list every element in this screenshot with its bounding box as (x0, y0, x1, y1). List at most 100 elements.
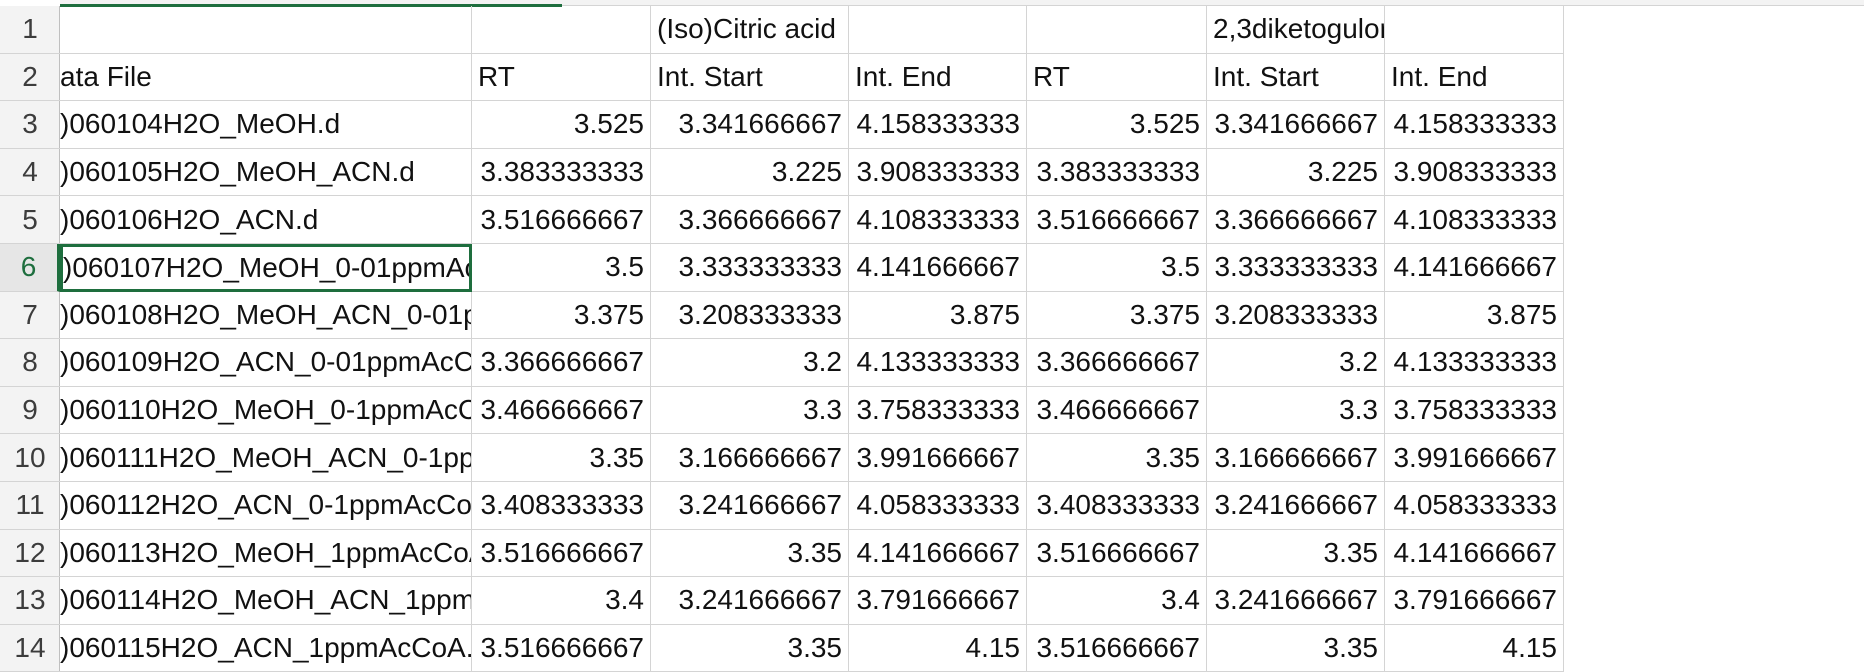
cell-r3-c5[interactable]: 3.525 (1027, 101, 1207, 149)
cell-r4-c5[interactable]: 3.383333333 (1027, 148, 1207, 197)
row-number-7[interactable]: 7 (0, 292, 60, 340)
row-number-11[interactable]: 11 (0, 482, 60, 530)
cell-r12-c7[interactable]: 4.141666667 (1385, 529, 1564, 578)
row-number-12[interactable]: 12 (0, 530, 60, 578)
cell-r5-c4[interactable]: 4.108333333 (849, 196, 1027, 244)
cell-r6-c4[interactable]: 4.141666667 (849, 244, 1027, 292)
cell-r14-c2[interactable]: 3.516666667 (472, 624, 651, 672)
cell-r12-c6[interactable]: 3.35 (1207, 529, 1385, 578)
row-number-13[interactable]: 13 (0, 577, 60, 625)
cell-r13-c7[interactable]: 3.791666667 (1385, 577, 1564, 625)
cell-r11-c6[interactable]: 3.241666667 (1207, 482, 1385, 530)
cell-r9-c6[interactable]: 3.3 (1207, 386, 1385, 435)
cell-r7-c3[interactable]: 3.208333333 (651, 291, 849, 340)
cell-r2-c7[interactable]: Int. End (1385, 53, 1564, 102)
cell-r11-c4[interactable]: 4.058333333 (849, 482, 1027, 530)
cell-r5-c5[interactable]: 3.516666667 (1027, 196, 1207, 244)
cell-r11-c5[interactable]: 3.408333333 (1027, 482, 1207, 530)
cell-r10-c6[interactable]: 3.166666667 (1207, 434, 1385, 482)
cell-r8-c5[interactable]: 3.366666667 (1027, 339, 1207, 387)
cell-r4-c3[interactable]: 3.225 (651, 148, 849, 197)
cell-r14-c6[interactable]: 3.35 (1207, 624, 1385, 672)
cell-r9-c5[interactable]: 3.466666667 (1027, 386, 1207, 435)
cell-r5-c6[interactable]: 3.366666667 (1207, 196, 1385, 244)
cell-r12-c1[interactable]: )060113H2O_MeOH_1ppmAcCoA (60, 529, 472, 578)
cell-r9-c4[interactable]: 3.758333333 (849, 386, 1027, 435)
cell-r5-c7[interactable]: 4.108333333 (1385, 196, 1564, 244)
cell-r8-c2[interactable]: 3.366666667 (472, 339, 651, 387)
cell-r7-c5[interactable]: 3.375 (1027, 291, 1207, 340)
row-number-2[interactable]: 2 (0, 54, 60, 102)
cell-r1-c6[interactable]: 2,3diketogulor (1207, 6, 1385, 54)
cell-r5-c1[interactable]: )060106H2O_ACN.d (60, 196, 472, 244)
cell-r5-c2[interactable]: 3.516666667 (472, 196, 651, 244)
cell-r8-c7[interactable]: 4.133333333 (1385, 339, 1564, 387)
cell-r2-c5[interactable]: RT (1027, 53, 1207, 102)
cell-r13-c4[interactable]: 3.791666667 (849, 577, 1027, 625)
cell-r6-c5[interactable]: 3.5 (1027, 244, 1207, 292)
cell-r11-c3[interactable]: 3.241666667 (651, 482, 849, 530)
cell-r4-c1[interactable]: )060105H2O_MeOH_ACN.d (60, 148, 472, 197)
cell-r13-c2[interactable]: 3.4 (472, 577, 651, 625)
cell-r3-c4[interactable]: 4.158333333 (849, 101, 1027, 149)
cell-r1-c5[interactable] (1027, 6, 1207, 54)
cell-r3-c7[interactable]: 4.158333333 (1385, 101, 1564, 149)
cell-r7-c6[interactable]: 3.208333333 (1207, 291, 1385, 340)
row-number-10[interactable]: 10 (0, 434, 60, 482)
cell-r9-c3[interactable]: 3.3 (651, 386, 849, 435)
cell-r10-c2[interactable]: 3.35 (472, 434, 651, 482)
cell-r12-c5[interactable]: 3.516666667 (1027, 529, 1207, 578)
cell-r11-c7[interactable]: 4.058333333 (1385, 482, 1564, 530)
cell-r10-c3[interactable]: 3.166666667 (651, 434, 849, 482)
cell-r1-c4[interactable] (849, 6, 1027, 54)
cell-r8-c4[interactable]: 4.133333333 (849, 339, 1027, 387)
cell-r3-c6[interactable]: 3.341666667 (1207, 101, 1385, 149)
cell-r12-c3[interactable]: 3.35 (651, 529, 849, 578)
cell-r10-c4[interactable]: 3.991666667 (849, 434, 1027, 482)
cell-r1-c2[interactable] (472, 6, 651, 54)
cell-r4-c2[interactable]: 3.383333333 (472, 148, 651, 197)
cell-r13-c6[interactable]: 3.241666667 (1207, 577, 1385, 625)
cell-r14-c7[interactable]: 4.15 (1385, 624, 1564, 672)
cell-r7-c2[interactable]: 3.375 (472, 291, 651, 340)
row-number-4[interactable]: 4 (0, 149, 60, 197)
cell-r9-c2[interactable]: 3.466666667 (472, 386, 651, 435)
cell-r6-c1[interactable]: )060107H2O_MeOH_0-01ppmAc( (60, 244, 472, 292)
cell-r6-c2[interactable]: 3.5 (472, 244, 651, 292)
row-number-14[interactable]: 14 (0, 625, 60, 672)
cell-r10-c7[interactable]: 3.991666667 (1385, 434, 1564, 482)
cell-r14-c3[interactable]: 3.35 (651, 624, 849, 672)
cell-r7-c1[interactable]: )060108H2O_MeOH_ACN_0-01pp (60, 291, 472, 340)
cell-r1-c1[interactable] (60, 6, 472, 54)
cell-r2-c6[interactable]: Int. Start (1207, 53, 1385, 102)
cell-r2-c3[interactable]: Int. Start (651, 53, 849, 102)
row-number-1[interactable]: 1 (0, 6, 60, 54)
row-number-8[interactable]: 8 (0, 339, 60, 387)
cell-r8-c3[interactable]: 3.2 (651, 339, 849, 387)
cell-r3-c1[interactable]: )060104H2O_MeOH.d (60, 101, 472, 149)
cell-r5-c3[interactable]: 3.366666667 (651, 196, 849, 244)
cell-r14-c4[interactable]: 4.15 (849, 624, 1027, 672)
cell-r12-c4[interactable]: 4.141666667 (849, 529, 1027, 578)
cell-r13-c5[interactable]: 3.4 (1027, 577, 1207, 625)
row-number-5[interactable]: 5 (0, 196, 60, 244)
cell-r2-c4[interactable]: Int. End (849, 53, 1027, 102)
cell-r8-c1[interactable]: )060109H2O_ACN_0-01ppmAcCo/ (60, 339, 472, 387)
cell-r13-c1[interactable]: )060114H2O_MeOH_ACN_1ppmA (60, 577, 472, 625)
cell-r10-c5[interactable]: 3.35 (1027, 434, 1207, 482)
cell-r14-c5[interactable]: 3.516666667 (1027, 624, 1207, 672)
cell-r4-c4[interactable]: 3.908333333 (849, 148, 1027, 197)
cell-r4-c7[interactable]: 3.908333333 (1385, 148, 1564, 197)
row-number-9[interactable]: 9 (0, 387, 60, 435)
cell-r12-c2[interactable]: 3.516666667 (472, 529, 651, 578)
cell-r1-c3[interactable]: (Iso)Citric acid (651, 6, 849, 54)
cell-r2-c2[interactable]: RT (472, 53, 651, 102)
cell-r11-c1[interactable]: )060112H2O_ACN_0-1ppmAcCoA (60, 482, 472, 530)
cell-r6-c7[interactable]: 4.141666667 (1385, 244, 1564, 292)
row-number-6[interactable]: 6 (0, 244, 60, 292)
cell-r6-c3[interactable]: 3.333333333 (651, 244, 849, 292)
cell-r13-c3[interactable]: 3.241666667 (651, 577, 849, 625)
cell-r9-c7[interactable]: 3.758333333 (1385, 386, 1564, 435)
cell-r6-c6[interactable]: 3.333333333 (1207, 244, 1385, 292)
cell-r10-c1[interactable]: )060111H2O_MeOH_ACN_0-1ppr (60, 434, 472, 482)
